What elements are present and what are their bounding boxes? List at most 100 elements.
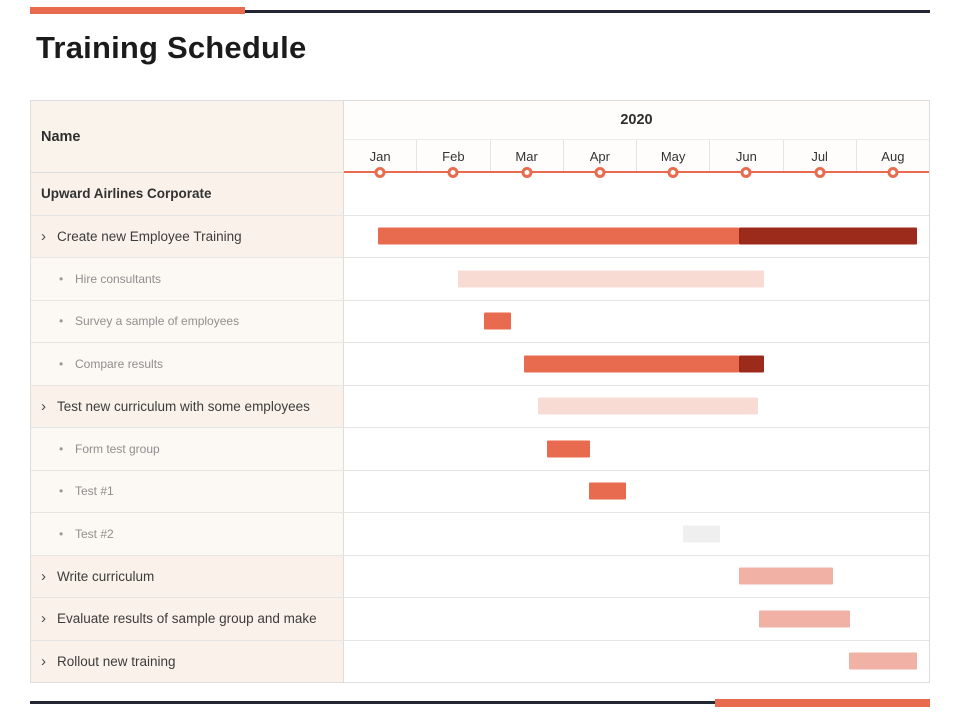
bullet-icon: • (59, 484, 64, 499)
gantt-header: Name 2020 Jan Feb Mar Apr May Jun Jul Aug (31, 101, 929, 178)
time-axis-header: 2020 Jan Feb Mar Apr May Jun Jul Aug (344, 101, 929, 178)
month-cell: Mar (489, 140, 563, 178)
row-timeline-cell (344, 385, 929, 427)
gantt-bar (537, 397, 758, 415)
bullet-icon: • (59, 314, 64, 329)
chevron-icon: › (41, 227, 46, 245)
row-timeline-cell (344, 258, 929, 300)
row-label: Test new curriculum with some employees (57, 398, 310, 414)
gantt-row: • Form test group (31, 427, 929, 470)
month-cell: Jun (709, 140, 782, 178)
month-cell: Apr (562, 140, 636, 178)
row-label: Test #1 (75, 484, 114, 499)
row-label: Form test group (75, 441, 160, 456)
gantt-row: • Compare results (31, 342, 929, 385)
gantt-row: › Create new Employee Training (31, 214, 929, 257)
gantt-bar (738, 355, 764, 373)
year-header: 2020 (344, 101, 929, 140)
row-timeline-cell (344, 215, 929, 257)
row-label: Compare results (75, 356, 164, 371)
month-label: Jan (369, 148, 391, 164)
timeline-marker-icon (887, 167, 899, 178)
row-timeline-cell (344, 343, 929, 385)
timeline-axis-line (344, 171, 929, 173)
gantt-bar (848, 652, 918, 670)
gantt-row: • Test #2 (31, 512, 929, 555)
row-timeline-cell (344, 640, 929, 682)
month-label: Jun (735, 148, 757, 164)
row-timeline-cell (344, 428, 929, 470)
gantt-bar (588, 482, 626, 500)
bullet-icon: • (59, 271, 64, 286)
bottom-rule-accent (715, 699, 930, 707)
timeline-marker-icon (521, 167, 533, 178)
gantt-bar (547, 440, 591, 458)
month-label: Apr (589, 148, 610, 164)
row-name-cell: • Test #2 (31, 513, 344, 555)
chevron-icon: › (41, 567, 46, 585)
row-name-cell: › Test new curriculum with some employees (31, 385, 344, 427)
gantt-row: • Test #1 (31, 469, 929, 512)
month-cell: Feb (416, 140, 489, 178)
name-column-header: Name (31, 101, 344, 172)
row-name-cell: › Rollout new training (31, 640, 344, 682)
gantt-row: › Evaluate results of sample group and ma… (31, 597, 929, 640)
page-title: Training Schedule (36, 30, 307, 65)
chevron-icon: › (41, 610, 46, 628)
timeline-marker-icon (374, 167, 386, 178)
month-label: Jul (811, 148, 828, 164)
bullet-icon: • (59, 441, 64, 456)
gantt-row: • Survey a sample of employees (31, 299, 929, 342)
row-name-cell: • Compare results (31, 343, 344, 385)
top-rule-accent (30, 7, 245, 14)
row-name-cell: • Test #1 (31, 470, 344, 512)
row-label: Create new Employee Training (57, 228, 242, 244)
month-cell: Jan (344, 140, 416, 178)
timeline-marker-icon (814, 167, 826, 178)
gantt-bar (458, 270, 764, 288)
row-name-cell: › Create new Employee Training (31, 215, 344, 257)
row-label: Survey a sample of employees (75, 314, 240, 329)
row-timeline-cell (344, 513, 929, 555)
row-name-cell: › Evaluate results of sample group and ma… (31, 598, 344, 640)
row-name-cell: › Write curriculum (31, 555, 344, 597)
month-label: May (660, 148, 686, 164)
row-timeline-cell (344, 173, 929, 215)
gantt-row: › Write curriculum (31, 554, 929, 597)
row-label: Rollout new training (57, 653, 176, 669)
gantt-bar (758, 610, 851, 628)
month-label: Mar (515, 148, 538, 164)
row-label: Evaluate results of sample group and mak… (57, 611, 317, 627)
bullet-icon: • (59, 526, 64, 541)
row-label: Write curriculum (57, 568, 155, 584)
timeline-marker-icon (447, 167, 459, 178)
gantt-table: Name 2020 Jan Feb Mar Apr May Jun Jul Aug Upwar… (30, 100, 930, 683)
chevron-icon: › (41, 652, 46, 670)
row-timeline-cell (344, 300, 929, 342)
row-timeline-cell (344, 598, 929, 640)
top-rule-line (30, 10, 930, 13)
row-name-cell: • Form test group (31, 428, 344, 470)
top-decoration (30, 7, 930, 16)
gantt-bar (523, 355, 739, 373)
gantt-row: › Rollout new training (31, 639, 929, 682)
row-label: Upward Airlines Corporate (41, 186, 212, 202)
month-label: Feb (442, 148, 465, 164)
row-timeline-cell (344, 555, 929, 597)
month-cell: Aug (855, 140, 929, 178)
bottom-rule-line (30, 701, 930, 704)
gantt-row: • Hire consultants (31, 257, 929, 300)
gantt-row: Upward Airlines Corporate (31, 173, 929, 215)
month-cell: May (636, 140, 709, 178)
gantt-bar (682, 525, 720, 543)
timeline-marker-icon (667, 167, 679, 178)
bottom-decoration (30, 699, 930, 708)
month-label: Aug (881, 148, 905, 164)
row-name-cell: • Survey a sample of employees (31, 300, 344, 342)
timeline-marker-icon (740, 167, 752, 178)
row-timeline-cell (344, 470, 929, 512)
gantt-row: › Test new curriculum with some employees (31, 384, 929, 427)
gantt-bar (484, 312, 512, 330)
gantt-body: Upward Airlines Corporate › Create new Emp… (31, 173, 929, 682)
